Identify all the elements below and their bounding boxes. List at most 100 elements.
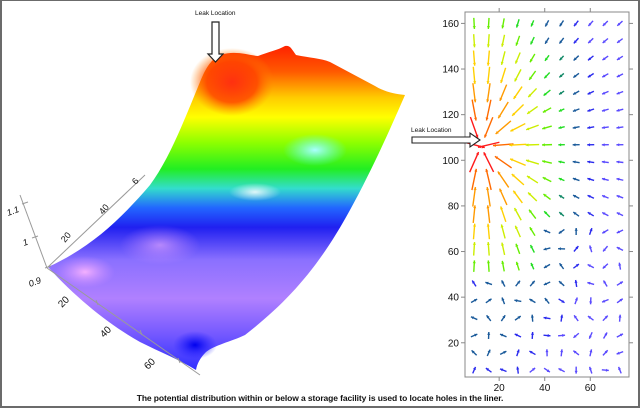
svg-text:40: 40 [98, 324, 114, 340]
vector-arrow [558, 108, 565, 112]
vector-arrow [572, 194, 580, 200]
vector-arrow [558, 247, 566, 251]
vector-arrow [558, 262, 565, 270]
vector-arrow [589, 245, 593, 253]
vector-arrow [515, 35, 521, 46]
vector-arrow [499, 333, 507, 338]
vector-arrow [543, 316, 551, 320]
vector-arrow [497, 171, 510, 188]
vector-arrow [486, 241, 490, 256]
vector-arrow [587, 143, 595, 147]
vector-arrow [487, 331, 491, 340]
vector-arrow [529, 226, 536, 237]
vector-arrow [616, 177, 624, 181]
vector-arrow [495, 120, 512, 135]
vector-arrow [573, 20, 579, 27]
vector-arrow [587, 211, 595, 217]
vector-arrow [486, 223, 491, 240]
vector-arrow [572, 90, 580, 96]
vector-arrow [601, 177, 609, 182]
figure-caption: The potential distribution within or bel… [136, 393, 504, 403]
vector-arrow [601, 211, 609, 217]
vector-arrow [486, 205, 491, 223]
vector-arrow [558, 72, 565, 78]
vector-arrow [617, 366, 622, 374]
vector-arrow [573, 314, 579, 322]
vector-arrow [616, 211, 624, 217]
vector-arrow [485, 99, 492, 121]
vector-arrow [543, 281, 551, 286]
vector-arrow [472, 83, 477, 103]
vector-arrow [544, 37, 550, 45]
vector-arrow [601, 229, 609, 234]
vector-arrow [525, 124, 539, 131]
vector-arrow [587, 263, 595, 269]
vector-arrow [486, 186, 491, 207]
vector-arrow [499, 368, 507, 373]
vector-arrow [587, 177, 595, 182]
vector-arrow [558, 298, 565, 304]
vector-arrow [572, 177, 580, 182]
vector-arrow [616, 194, 624, 199]
vector-arrow [486, 349, 491, 357]
vector-arrow [602, 20, 609, 27]
x-tick-label: 40 [539, 383, 551, 392]
vector-arrow [472, 260, 476, 272]
svg-text:20: 20 [56, 294, 72, 310]
vector-arrow [471, 280, 477, 287]
vector-arrow [616, 108, 624, 112]
vector-arrow [558, 177, 565, 182]
vector-arrow [558, 194, 565, 199]
vector-arrow [486, 83, 491, 103]
vector-arrow [573, 245, 579, 252]
vector-arrow [558, 90, 565, 96]
vector-arrow [541, 143, 553, 147]
leak-arrow-down-icon [206, 21, 225, 63]
vector-arrow [573, 37, 580, 44]
vector-arrow [587, 281, 595, 286]
vector-arrow [516, 349, 520, 357]
svg-text:6: 6 [130, 176, 141, 186]
vector-arrow [492, 143, 514, 147]
vector-arrow [514, 315, 522, 321]
vector-arrow [616, 298, 624, 304]
leak-location-label-vector: Leak Location [411, 127, 452, 134]
vector-arrow [527, 192, 538, 202]
vector-arrow [589, 297, 593, 305]
vector-arrow [515, 243, 521, 255]
vector-arrow [485, 298, 492, 304]
vector-arrow [472, 34, 476, 48]
vector-arrow [529, 350, 536, 356]
svg-text:0.9: 0.9 [27, 275, 42, 289]
vector-arrow [602, 263, 609, 270]
vector-arrow [529, 280, 536, 287]
vector-arrow [469, 151, 480, 173]
vector-arrow [500, 51, 506, 66]
vector-arrow [501, 242, 506, 256]
svg-text:1.1: 1.1 [5, 204, 20, 218]
vector-arrow [544, 297, 550, 304]
vector-arrow [514, 333, 522, 338]
vector-arrow [494, 155, 513, 169]
vector-arrow [601, 368, 609, 372]
vector-arrow [530, 314, 534, 322]
vector-arrow [543, 193, 551, 201]
vector-arrow [587, 108, 595, 112]
vector-arrow [513, 86, 523, 100]
vector-arrow [587, 160, 595, 164]
vector-arrow [602, 245, 609, 252]
vector-arrow [558, 280, 565, 287]
vector-arrow [485, 281, 493, 286]
vector-arrow [499, 350, 507, 356]
vector-arrow [588, 227, 593, 235]
vector-arrow [601, 90, 609, 95]
x-tick-label: 60 [585, 383, 597, 392]
vector-arrow [483, 116, 494, 138]
vector-arrow [501, 260, 505, 272]
vector-arrow [525, 143, 540, 147]
vector-arrow [501, 280, 506, 287]
vector-arrow [543, 229, 551, 234]
vector-arrow [543, 334, 551, 338]
y-tick-label: 60 [448, 247, 460, 258]
vector-arrow [530, 331, 534, 340]
